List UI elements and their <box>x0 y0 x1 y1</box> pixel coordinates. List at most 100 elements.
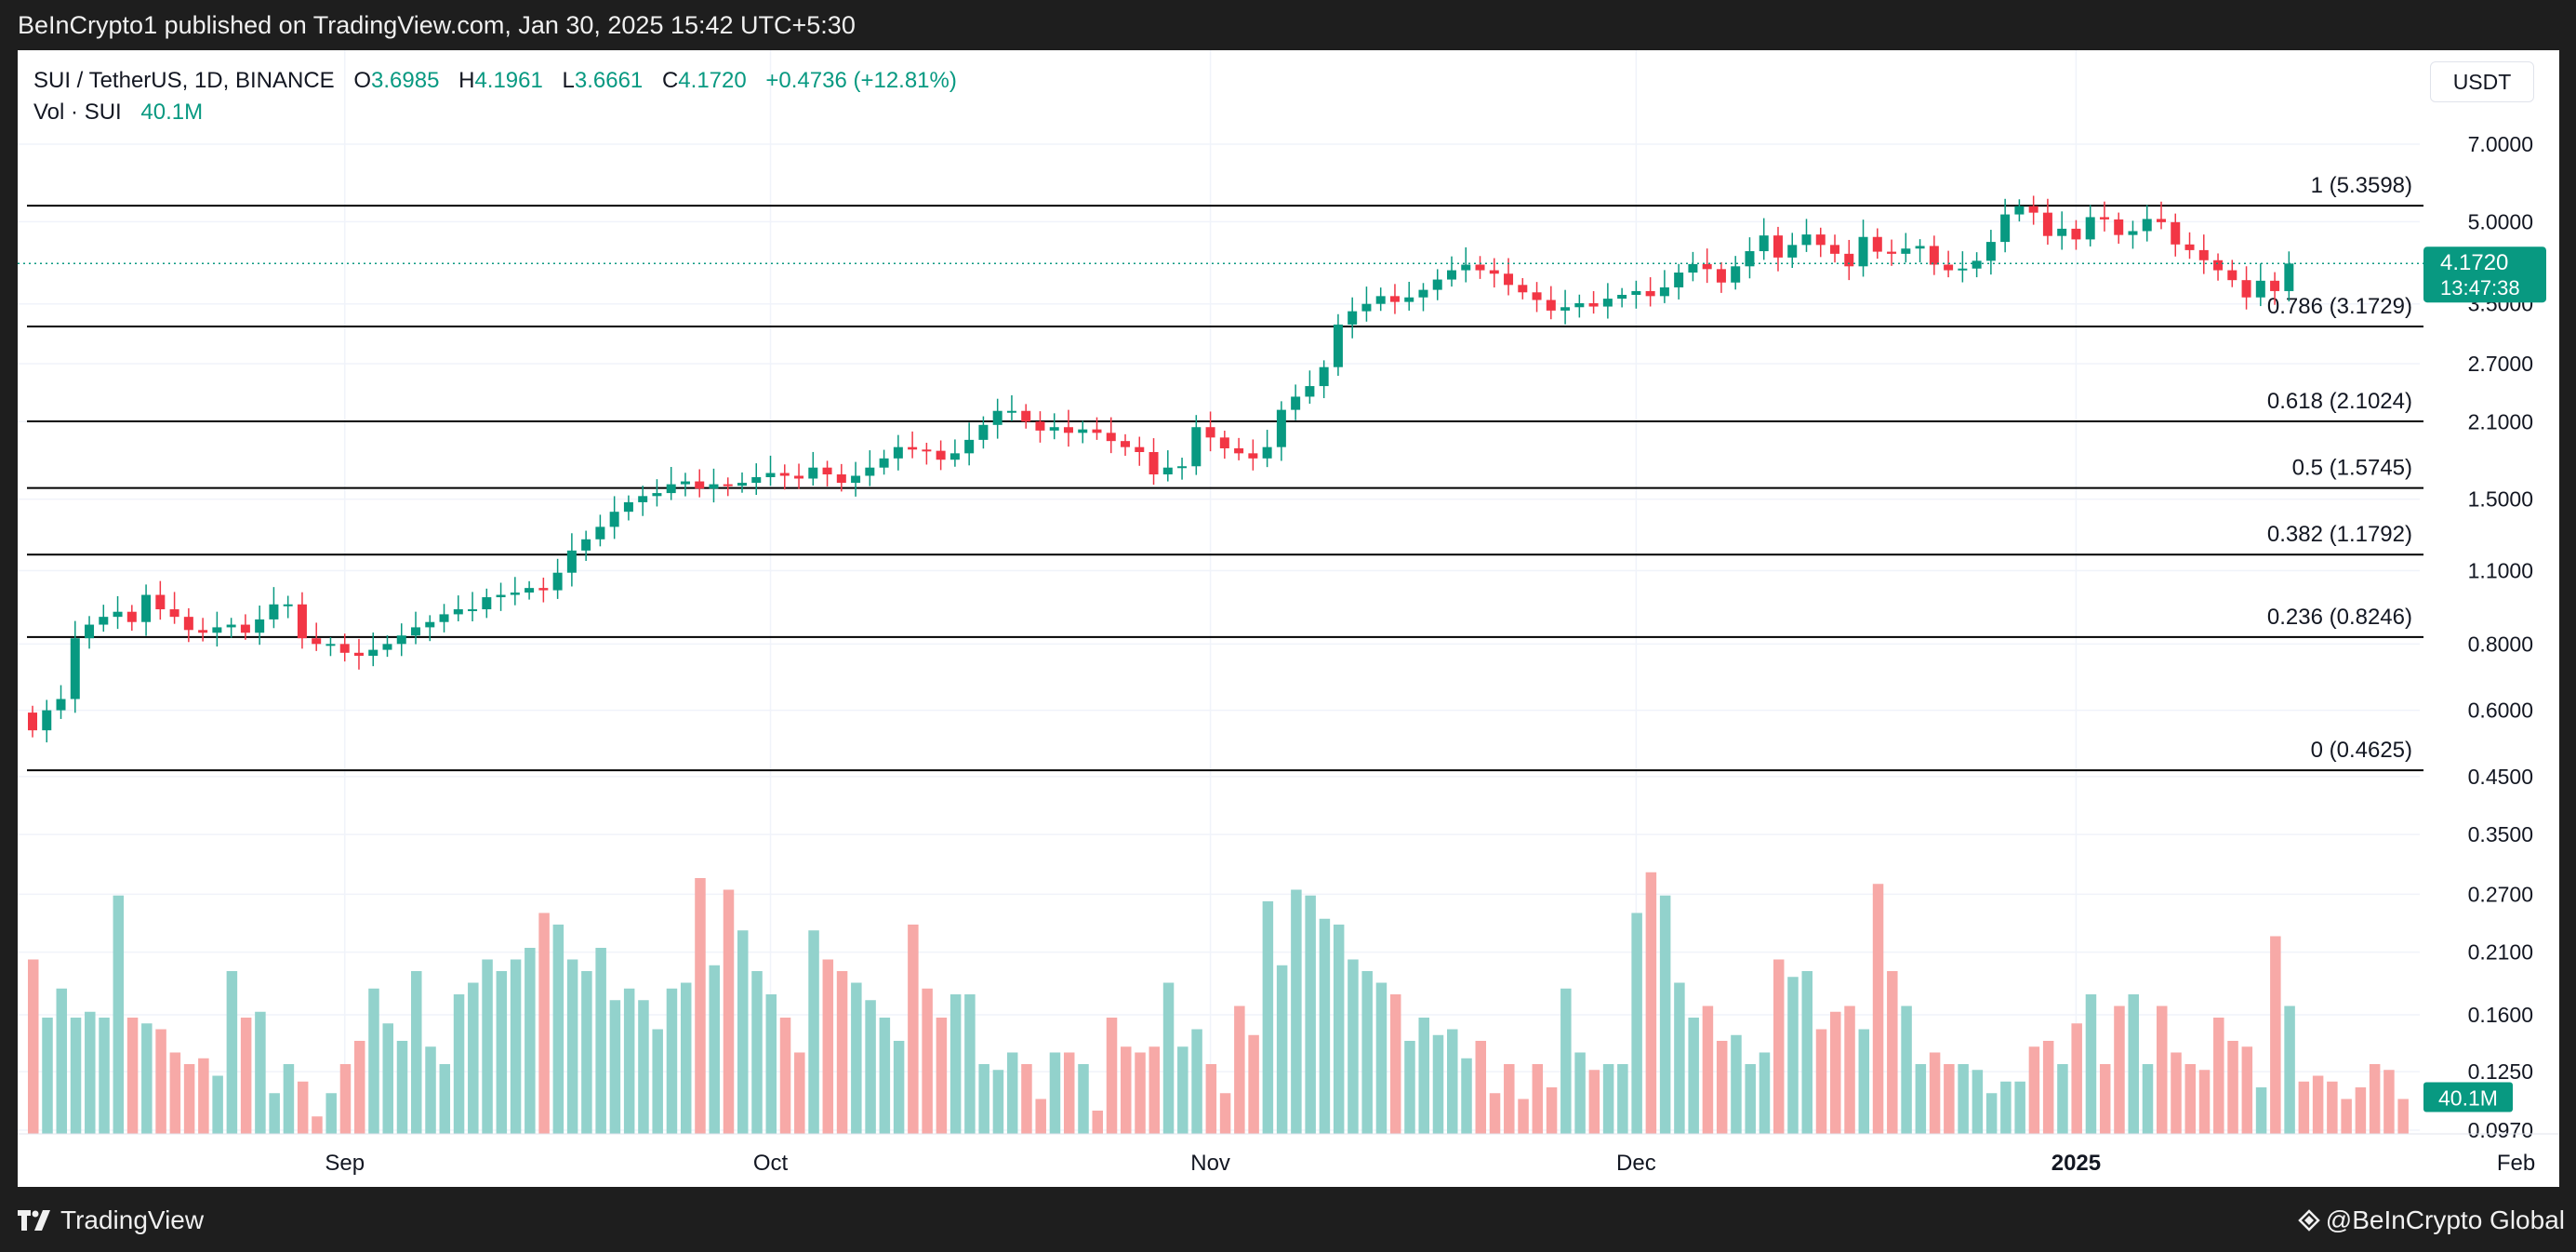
candle-body <box>1149 451 1159 475</box>
time-tick-label: Dec <box>1616 1151 1656 1176</box>
currency-button[interactable]: USDT <box>2430 61 2534 102</box>
candle-body <box>652 493 662 497</box>
tradingview-logo[interactable]: TradingView <box>18 1205 204 1235</box>
candle-body <box>1815 234 1826 246</box>
candle-body <box>879 458 889 468</box>
low-label: L <box>562 68 575 93</box>
volume-bar <box>751 971 763 1134</box>
candle-body <box>1631 290 1641 295</box>
candle-body <box>368 649 378 657</box>
change-value: +0.4736 (+12.81%) <box>765 68 957 93</box>
price-axis[interactable] <box>2430 50 2559 1187</box>
volume-bar <box>1532 1064 1544 1134</box>
candle-body <box>1844 253 1854 267</box>
fib-level-label: 0.618 (2.1024) <box>2267 389 2412 414</box>
volume-bar <box>1432 1034 1444 1134</box>
candle-body <box>439 614 449 622</box>
candle-body <box>1135 446 1145 452</box>
candle-body <box>1787 245 1798 258</box>
volume-bar <box>1461 1058 1472 1134</box>
volume-bar <box>1177 1046 1188 1134</box>
volume-bar <box>113 895 125 1134</box>
candle-body <box>936 450 946 460</box>
candle-body <box>1319 366 1329 387</box>
volume-bar <box>836 971 848 1134</box>
volume-bar <box>1887 971 1898 1134</box>
volume-bar <box>1404 1041 1415 1134</box>
volume-bar <box>2142 1064 2154 1134</box>
candle-body <box>751 476 762 484</box>
candle-body <box>382 644 392 650</box>
candle-body <box>1248 453 1258 459</box>
volume-bar <box>695 878 706 1134</box>
volume-bar <box>1219 1093 1231 1134</box>
chart-panel[interactable]: 1 (5.3598) 0.786 (3.1729) 0.618 (2.1024) 0.… <box>18 50 2559 1187</box>
candle-body <box>1801 234 1812 246</box>
open-value: 3.6985 <box>371 68 440 93</box>
candle-body <box>198 630 208 633</box>
candle-body <box>1759 235 1769 252</box>
volume-bar <box>1234 1006 1245 1134</box>
fib-level-label: 0 (0.4625) <box>2311 738 2412 763</box>
candle-body <box>169 609 179 618</box>
candle-body <box>496 594 506 598</box>
volume-bar <box>1944 1064 1955 1134</box>
candle-body <box>1674 273 1684 287</box>
volume-bar <box>2227 1041 2238 1134</box>
publish-header: BeInCrypto1 published on TradingView.com… <box>0 0 2576 50</box>
price-tick-label: 0.2100 <box>2468 940 2533 965</box>
candle-body <box>269 604 279 619</box>
time-tick-label: Nov <box>1190 1151 1230 1176</box>
volume-bar <box>2213 1018 2224 1134</box>
volume-bar <box>183 1064 195 1134</box>
candle-body <box>2000 214 2011 243</box>
candle-body <box>113 611 123 618</box>
volume-bar <box>1929 1052 1941 1134</box>
candle-body <box>1418 289 1428 298</box>
volume-bar <box>2355 1087 2367 1134</box>
volume-bar <box>353 1041 365 1134</box>
candle-body <box>353 652 364 657</box>
candle-body <box>1915 246 1925 249</box>
candle-body <box>1985 242 1996 261</box>
volume-bar <box>1389 994 1401 1134</box>
candlestick-chart[interactable]: 1 (5.3598) 0.786 (3.1729) 0.618 (2.1024) 0.… <box>18 50 2559 1187</box>
volume-bar <box>1078 1064 1089 1134</box>
candle-body <box>1461 264 1471 271</box>
candle-body <box>893 446 903 459</box>
volume-bar <box>240 1018 252 1134</box>
volume-bar <box>822 959 834 1134</box>
volume-bar <box>609 1000 621 1134</box>
volume-bar <box>1191 1029 1202 1134</box>
volume-bar <box>1361 971 1373 1134</box>
volume-bar <box>510 959 522 1134</box>
volume-bar <box>1858 1029 1870 1134</box>
candle-body <box>1688 263 1698 273</box>
volume-bar <box>2042 1041 2054 1134</box>
candle-body <box>1518 285 1528 293</box>
candle-body <box>482 597 492 610</box>
time-tick-label: Oct <box>753 1151 789 1176</box>
volume-label[interactable]: Vol · SUI <box>33 100 122 125</box>
symbol-label[interactable]: SUI / TetherUS, 1D, BINANCE <box>33 68 335 93</box>
candle-body <box>1602 299 1613 307</box>
volume-bar <box>1972 1070 1984 1134</box>
volume-bar <box>1560 988 1572 1134</box>
volume-bar <box>765 994 777 1134</box>
volume-bar <box>1773 959 1785 1134</box>
volume-bar <box>1688 1018 1699 1134</box>
candle-body <box>141 594 152 622</box>
volume-bar <box>2298 1081 2310 1134</box>
volume-bar <box>2270 936 2281 1134</box>
volume-bar <box>552 925 564 1134</box>
candle-body <box>623 501 633 513</box>
volume-bar <box>1872 884 1884 1134</box>
candle-body <box>1389 296 1400 302</box>
fib-level-label: 0.786 (3.1729) <box>2267 294 2412 319</box>
candle-body <box>339 644 350 653</box>
volume-bar <box>2383 1070 2395 1134</box>
candle-body <box>2284 263 2294 291</box>
volume-bar <box>1985 1093 1998 1134</box>
candle-body <box>56 699 66 711</box>
candle-body <box>1489 270 1499 274</box>
